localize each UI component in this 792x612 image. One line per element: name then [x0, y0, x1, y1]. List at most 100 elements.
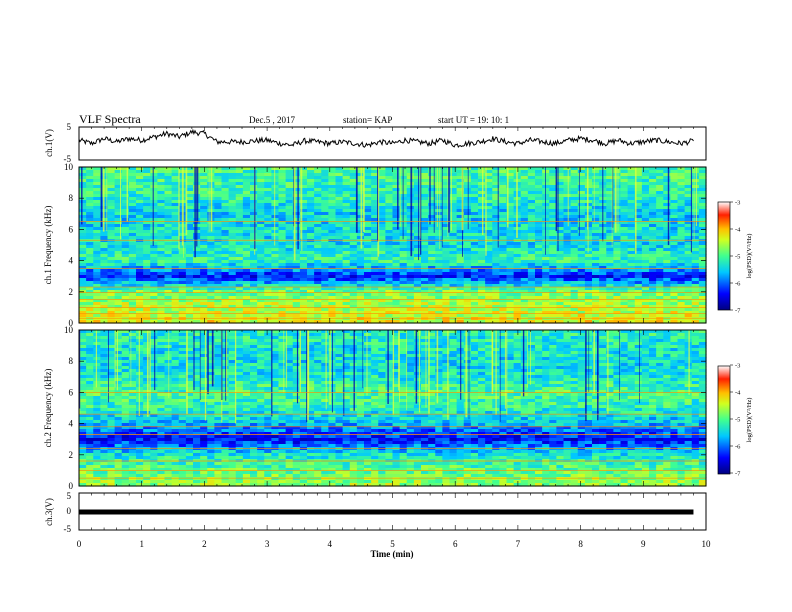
- spectrogram-cell: [606, 197, 614, 201]
- spectrogram-cell: [535, 293, 543, 297]
- spectrogram-cell: [307, 188, 315, 192]
- spectrogram-cell: [449, 242, 458, 246]
- spectrogram-cell: [627, 257, 636, 261]
- spectrogram-cell: [449, 254, 458, 258]
- spectrogram-cell: [649, 290, 657, 294]
- spectrogram-cell: [314, 203, 322, 207]
- spectrogram-cell: [606, 293, 614, 297]
- spectrogram-cell: [456, 308, 465, 312]
- spectrogram-cell: [235, 179, 244, 183]
- spectrogram-cell: [634, 167, 643, 171]
- spectrogram-cell: [592, 281, 600, 285]
- spectrogram-cell: [292, 333, 301, 337]
- spectrogram-cell: [292, 272, 301, 276]
- spectrogram-cell: [649, 248, 657, 252]
- spectrogram-cell: [577, 194, 586, 198]
- spectrogram-cell: [677, 245, 686, 249]
- spectrogram-cell: [200, 236, 208, 240]
- spectrogram-cell: [385, 206, 394, 210]
- spectrogram-cell: [257, 260, 265, 264]
- spectrogram-cell: [656, 209, 664, 213]
- spectrogram-cell: [371, 239, 379, 243]
- spectrogram-cell: [242, 224, 251, 228]
- spectrogram-cell: [670, 233, 679, 237]
- spectrogram-cell: [378, 170, 386, 174]
- spectrogram-cell: [235, 311, 244, 315]
- spectrogram-cell: [299, 242, 308, 246]
- spectrogram-cell: [107, 239, 116, 243]
- spectrogram-cell: [378, 188, 386, 192]
- spectrogram-cell: [335, 290, 344, 294]
- spectrogram-cell: [328, 290, 337, 294]
- spectrogram-cell: [606, 233, 614, 237]
- spectrogram-cell: [599, 248, 607, 252]
- spectrogram-cell: [478, 233, 486, 237]
- spectrogram-cell: [634, 305, 643, 309]
- spectrogram-cell: [463, 314, 472, 318]
- spectrogram-cell: [171, 314, 180, 318]
- spectrogram-cell: [342, 203, 351, 207]
- spectrogram-cell: [435, 287, 443, 291]
- spectrogram-cell: [314, 281, 322, 285]
- spectrogram-cell: [157, 221, 166, 225]
- spectrogram-cell: [242, 287, 251, 291]
- spectrogram-cell: [242, 299, 251, 303]
- spectrogram-cell: [342, 236, 351, 240]
- spectrogram-cell: [250, 293, 258, 297]
- spectrogram-cell: [136, 251, 144, 255]
- spectrogram-cell: [435, 275, 443, 279]
- spectrogram-cell: [264, 269, 272, 273]
- spectrogram-cell: [171, 317, 180, 321]
- spectrogram-cell: [542, 248, 550, 252]
- spectrogram-cell: [684, 221, 693, 225]
- spectrogram-cell: [257, 167, 265, 171]
- spectrogram-cell: [691, 245, 700, 249]
- spectrogram-cell: [506, 182, 515, 186]
- spectrogram-cell: [677, 209, 686, 213]
- spectrogram-cell: [634, 284, 643, 288]
- spectrogram-cell: [349, 275, 358, 279]
- spectrogram-cell: [321, 239, 329, 243]
- spectrogram-cell: [470, 206, 479, 210]
- spectrogram-cell: [627, 200, 636, 204]
- spectrogram-cell: [478, 272, 486, 276]
- spectrogram-cell: [250, 224, 258, 228]
- spectrogram-cell: [121, 245, 130, 249]
- spectrogram-cell: [292, 281, 301, 285]
- spectrogram-cell: [421, 311, 429, 315]
- spectrogram-cell: [527, 260, 536, 264]
- spectrogram-cell: [406, 311, 415, 315]
- spectrogram-cell: [307, 191, 315, 195]
- spectrogram-cell: [185, 272, 194, 276]
- spectrogram-cell: [143, 287, 151, 291]
- spectrogram-cell: [185, 281, 194, 285]
- spectrogram-cell: [107, 284, 116, 288]
- spectrogram-cell: [157, 278, 166, 282]
- spectrogram-cell: [677, 330, 686, 334]
- spectrogram-cell: [691, 170, 700, 174]
- spectrogram-cell: [157, 185, 166, 189]
- spectrogram-cell: [214, 230, 223, 234]
- spectrogram-cell: [442, 203, 451, 207]
- spectrogram-cell: [570, 299, 579, 303]
- spectrogram-cell: [470, 299, 479, 303]
- spectrogram-cell: [235, 194, 244, 198]
- spectrogram-cell: [328, 215, 337, 219]
- spectrogram-cell: [527, 308, 536, 312]
- spectrogram-cell: [314, 317, 322, 321]
- spectrogram-cell: [207, 254, 215, 258]
- spectrogram-cell: [592, 317, 600, 321]
- spectrogram-cell: [93, 188, 101, 192]
- spectrogram-cell: [649, 212, 657, 216]
- spectrogram-cell: [385, 299, 394, 303]
- spectrogram-cell: [549, 167, 557, 171]
- spectrogram-cell: [463, 260, 472, 264]
- spectrogram-cell: [378, 236, 386, 240]
- spectrogram-cell: [584, 203, 593, 207]
- spectrogram-cell: [335, 330, 344, 334]
- spectrogram-cell: [314, 191, 322, 195]
- spectrogram-cell: [86, 236, 94, 240]
- spectrogram-cell: [242, 296, 251, 300]
- spectrogram-cell: [185, 278, 194, 282]
- spectrogram-cell: [100, 257, 109, 261]
